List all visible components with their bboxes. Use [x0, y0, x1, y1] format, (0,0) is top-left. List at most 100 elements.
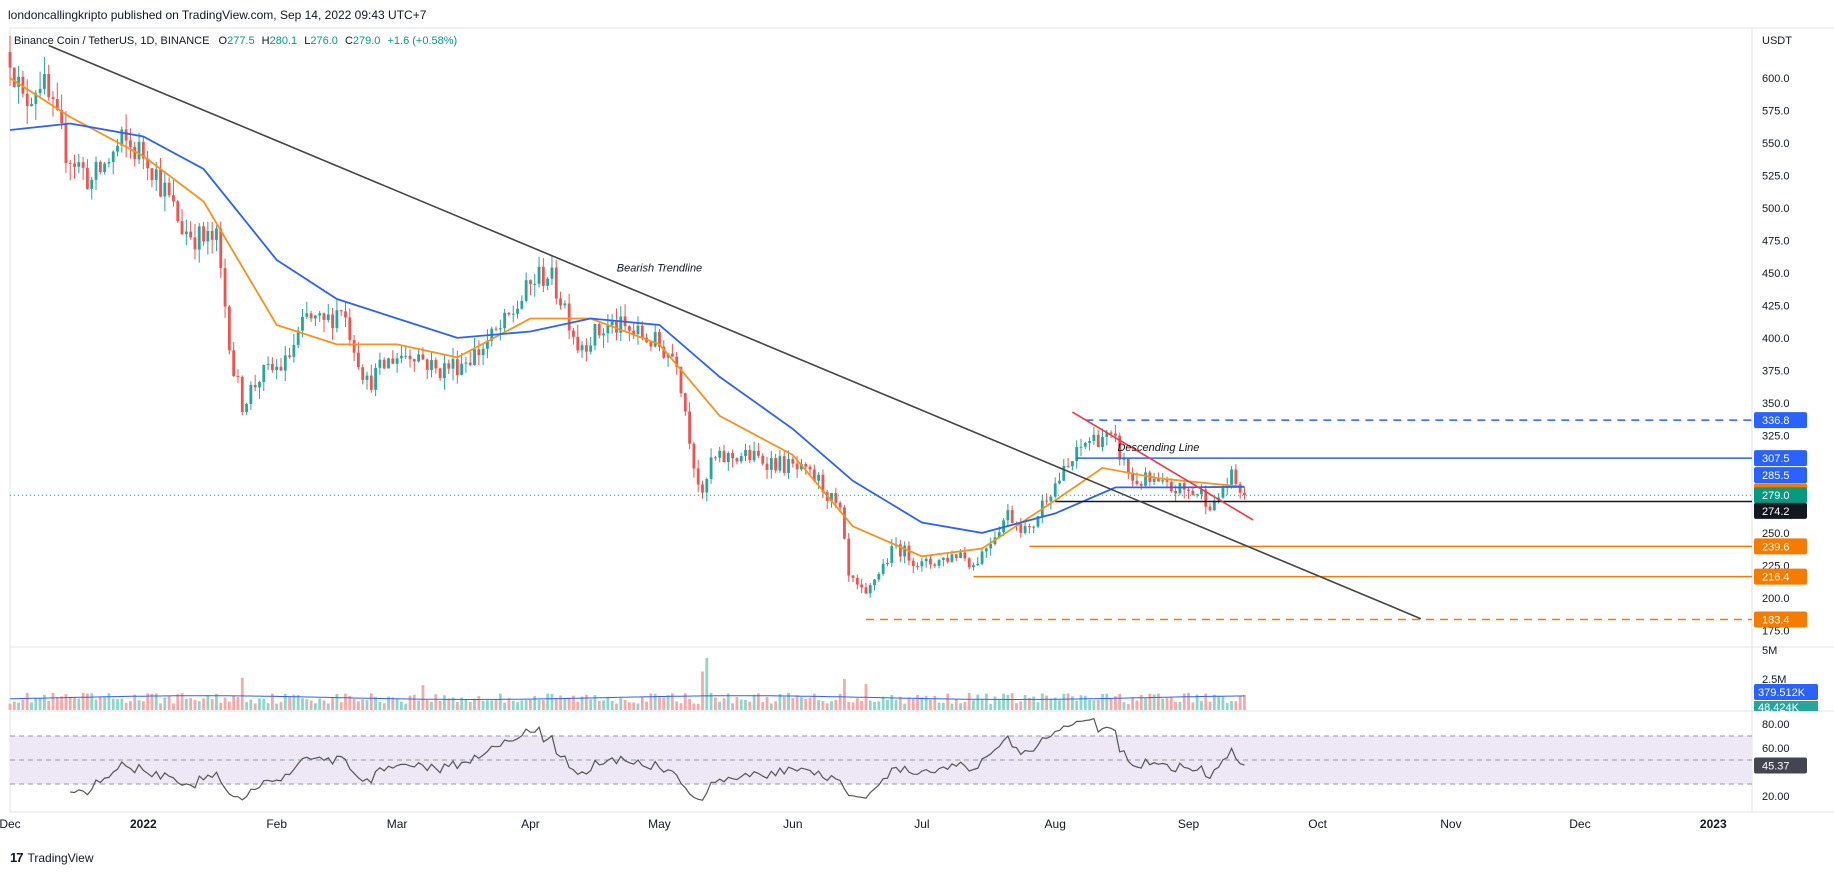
- candle-body: [17, 76, 21, 87]
- candle-body: [30, 103, 33, 106]
- volume-bar: [692, 703, 696, 710]
- price-tag: [1754, 412, 1807, 429]
- volume-bar: [232, 695, 236, 710]
- volume-bar: [1015, 703, 1018, 710]
- price-tag-label: 274.2: [1762, 506, 1790, 518]
- volume-bar: [851, 702, 855, 710]
- time-tick-label: Mar: [387, 817, 408, 831]
- candle-body: [1092, 434, 1096, 442]
- candle-body: [206, 231, 210, 242]
- volume-bar: [997, 700, 1001, 710]
- price-tag: [1754, 502, 1807, 519]
- price-tick-label: 600.0: [1762, 73, 1790, 85]
- volume-bar: [774, 701, 778, 710]
- candle-body: [8, 51, 12, 68]
- candle-body: [116, 145, 119, 152]
- volume-bar: [1023, 694, 1027, 710]
- time-tick-label: Jun: [783, 817, 802, 831]
- candle-body: [1157, 478, 1160, 482]
- volume-bar: [752, 694, 756, 710]
- ema-fast-line: [9, 77, 1245, 558]
- candle-body: [408, 355, 412, 360]
- volume-bar: [653, 693, 657, 710]
- candle-body: [464, 362, 468, 364]
- volume-bar: [498, 693, 502, 710]
- candle-body: [447, 363, 451, 369]
- candle-body: [498, 328, 502, 330]
- candle-body: [959, 552, 962, 558]
- candle-body: [404, 355, 408, 357]
- candle-body: [1238, 484, 1242, 493]
- volume-bar: [1148, 693, 1152, 710]
- legend-open-label: O: [218, 35, 228, 47]
- volume-bar: [533, 695, 537, 710]
- candle-body: [1212, 500, 1216, 511]
- candle-body: [731, 453, 735, 459]
- volume-bar: [215, 693, 218, 710]
- volume-bar: [670, 693, 674, 710]
- annotation-label: Descending Line: [1117, 442, 1199, 454]
- price-tag: [1754, 568, 1807, 585]
- candle-body: [417, 354, 421, 362]
- volume-bar: [821, 701, 825, 710]
- volume-bar: [838, 693, 842, 710]
- volume-bar: [60, 696, 64, 710]
- volume-bar: [395, 699, 399, 710]
- legend-open: 277.5: [227, 35, 255, 47]
- candle-body: [967, 558, 971, 568]
- candle-body: [735, 458, 739, 462]
- candle-body: [202, 226, 205, 242]
- chart-canvas[interactable]: USDT 600.0 575.0 550.0 525.0 500.0 475.0 450.0 4…: [0, 0, 1834, 840]
- candle-body: [481, 348, 485, 356]
- price-tick-label: 550.0: [1762, 138, 1790, 150]
- candle-body: [1062, 465, 1066, 481]
- candle-body: [541, 266, 545, 286]
- volume-bar: [180, 693, 184, 710]
- candle-body: [262, 364, 266, 383]
- volume-bar: [765, 696, 769, 710]
- volume-bar: [1221, 696, 1225, 710]
- volume-bar: [726, 693, 730, 710]
- price-tag: [1754, 467, 1807, 484]
- volume-bar: [576, 701, 580, 710]
- volume-bar: [387, 696, 390, 710]
- volume-bar: [51, 692, 55, 710]
- price-tick-label: 250.0: [1762, 528, 1790, 540]
- candle-body: [137, 141, 141, 160]
- candle-body: [283, 355, 287, 371]
- candle-body: [64, 122, 68, 163]
- candle-body: [507, 312, 511, 315]
- price-tag-label: 239.6: [1762, 541, 1790, 553]
- volume-bar: [894, 700, 898, 710]
- volume-bar: [696, 703, 700, 710]
- candle-body: [529, 280, 532, 284]
- volume-bar: [90, 693, 94, 710]
- volume-bar: [434, 694, 438, 710]
- candle-body: [382, 359, 386, 369]
- candle-body: [847, 538, 851, 576]
- volume-bar: [94, 699, 98, 710]
- candle-body: [12, 67, 16, 87]
- candle-body: [421, 354, 425, 360]
- volume-bar: [1131, 697, 1135, 710]
- candle-body: [929, 558, 932, 565]
- volume-bar: [150, 693, 154, 710]
- candle-body: [369, 375, 373, 390]
- candle-body: [107, 161, 111, 164]
- volume-bar: [911, 698, 915, 710]
- volume-bar: [206, 695, 210, 710]
- candle-body: [890, 546, 894, 563]
- volume-bar: [705, 657, 709, 710]
- candle-body: [60, 109, 64, 123]
- volume-bar: [167, 695, 171, 710]
- volume-bar: [141, 701, 145, 710]
- candle-body: [675, 356, 679, 367]
- volume-bar: [989, 703, 993, 710]
- volume-bar: [357, 701, 360, 710]
- volume-bar: [460, 697, 464, 710]
- legend-symbol: Binance Coin / TetherUS, 1D, BINANCE: [14, 35, 210, 47]
- time-tick-label: Dec: [1569, 817, 1590, 831]
- candle-body: [494, 328, 498, 330]
- candle-body: [1200, 489, 1203, 495]
- candle-body: [1045, 500, 1048, 502]
